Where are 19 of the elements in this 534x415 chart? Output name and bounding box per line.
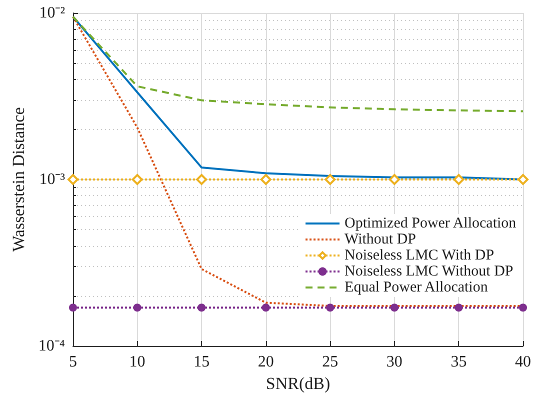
x-axis-title: SNR(dB) xyxy=(266,374,330,393)
y-tick-label: 10⁻³ xyxy=(39,171,66,188)
y-tick-label: 10⁻² xyxy=(39,4,66,22)
x-tick-label: 15 xyxy=(194,354,210,370)
x-tick-label: 20 xyxy=(258,354,274,370)
x-tick-label: 30 xyxy=(386,354,402,370)
y-axis-title: Wasserstein Distance xyxy=(9,107,28,252)
legend-label: Noiseless LMC Without DP xyxy=(344,264,514,280)
x-tick-label: 5 xyxy=(69,354,77,370)
x-tick-label: 35 xyxy=(450,354,467,370)
legend-label: Without DP xyxy=(344,232,416,248)
x-tick-label: 25 xyxy=(322,354,338,370)
x-tick-label: 40 xyxy=(515,354,531,370)
x-tick-label: 10 xyxy=(129,354,146,370)
legend-label: Optimized Power Allocation xyxy=(344,216,517,232)
legend-label: Noiseless LMC With DP xyxy=(344,248,494,264)
line-series xyxy=(72,16,524,112)
y-tick-label: 10⁻⁴ xyxy=(38,338,66,354)
legend-label: Equal Power Allocation xyxy=(344,280,488,296)
